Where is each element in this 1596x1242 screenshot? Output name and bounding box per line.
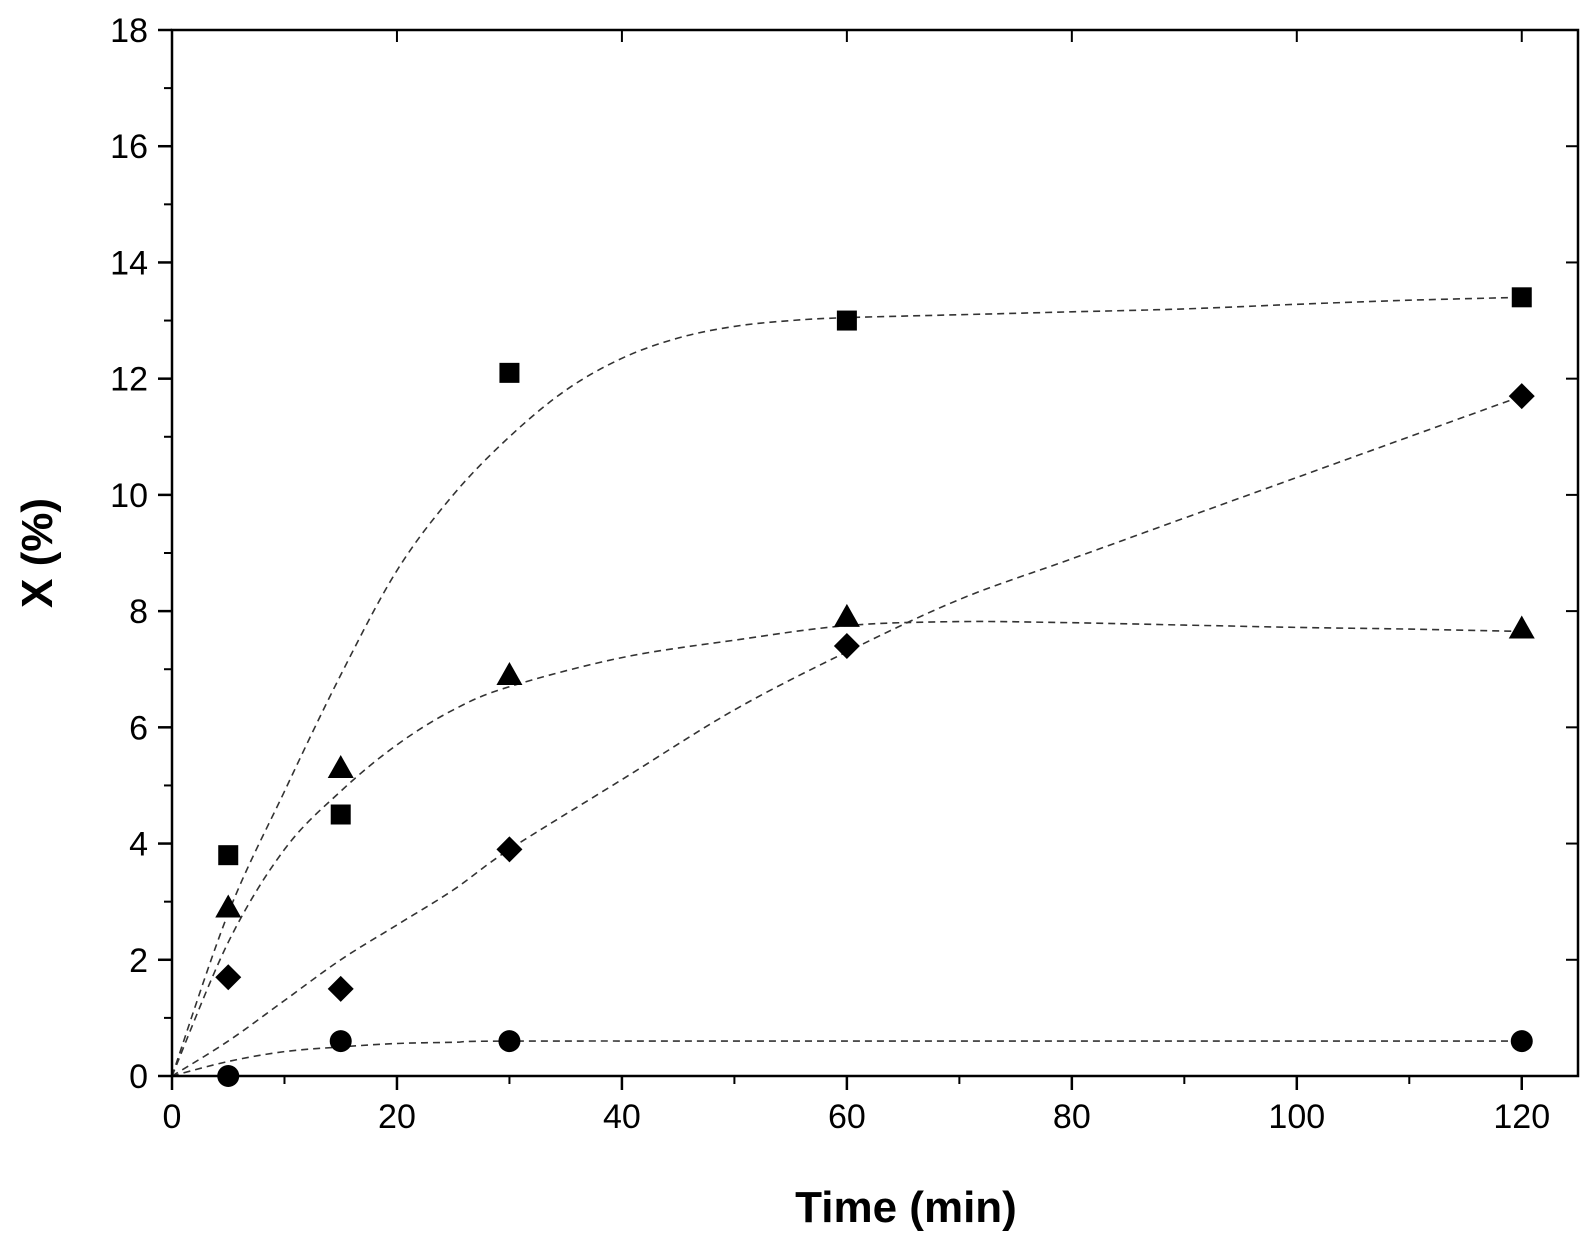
- y-tick-label: 6: [129, 709, 148, 747]
- plot-frame: [170, 28, 1580, 1078]
- data-point-diamond: [327, 975, 354, 1002]
- y-tick-label: 18: [110, 12, 148, 50]
- y-tick-label: 14: [110, 244, 148, 282]
- data-point-circle: [329, 1030, 352, 1053]
- x-tick-label: 80: [1053, 1098, 1091, 1136]
- y-tick-label: 4: [129, 826, 148, 864]
- x-axis-title: Time (min): [795, 1183, 1017, 1232]
- data-point-square: [330, 804, 351, 825]
- x-axis: 0 20 40 60 80 100 120: [163, 30, 1550, 1136]
- data-point-square: [836, 310, 857, 331]
- fit-line-square: [171, 296, 1522, 1077]
- data-point-circle: [498, 1030, 521, 1053]
- data-point-triangle: [833, 603, 860, 627]
- data-point-diamond: [1508, 383, 1535, 410]
- data-point-triangle: [496, 662, 523, 686]
- x-tick-label: 120: [1493, 1098, 1550, 1136]
- fit-lines: [171, 296, 1523, 1077]
- data-point-triangle: [327, 755, 354, 779]
- x-tick-label: 20: [378, 1098, 416, 1136]
- x-tick-label: 60: [828, 1098, 866, 1136]
- y-axis: 0 2 4 6 8 10 12 14 16 18: [110, 12, 1578, 1096]
- fit-line-diamond: [171, 395, 1523, 1077]
- data-point-diamond: [496, 836, 523, 863]
- data-point-diamond: [215, 964, 242, 991]
- data-point-circle: [1510, 1030, 1533, 1053]
- data-point-triangle: [1508, 615, 1535, 639]
- y-tick-label: 2: [129, 942, 148, 980]
- x-tick-label: 40: [603, 1098, 641, 1136]
- data-point-diamond: [833, 632, 860, 659]
- data-markers: [215, 287, 1535, 1087]
- x-tick-label: 0: [163, 1098, 182, 1136]
- fit-line-triangle: [171, 620, 1522, 1077]
- data-point-square: [1511, 287, 1532, 308]
- data-point-square: [218, 845, 239, 866]
- data-point-square: [499, 362, 520, 383]
- y-tick-label: 10: [110, 477, 148, 515]
- y-axis-title: X (%): [13, 498, 62, 608]
- x-tick-label: 100: [1268, 1098, 1325, 1136]
- y-tick-label: 8: [129, 593, 148, 631]
- y-tick-label: 16: [110, 128, 148, 166]
- y-tick-label: 12: [110, 361, 148, 399]
- y-tick-label: 0: [129, 1058, 148, 1096]
- fit-line-circle: [171, 1040, 1522, 1077]
- data-point-triangle: [215, 894, 242, 918]
